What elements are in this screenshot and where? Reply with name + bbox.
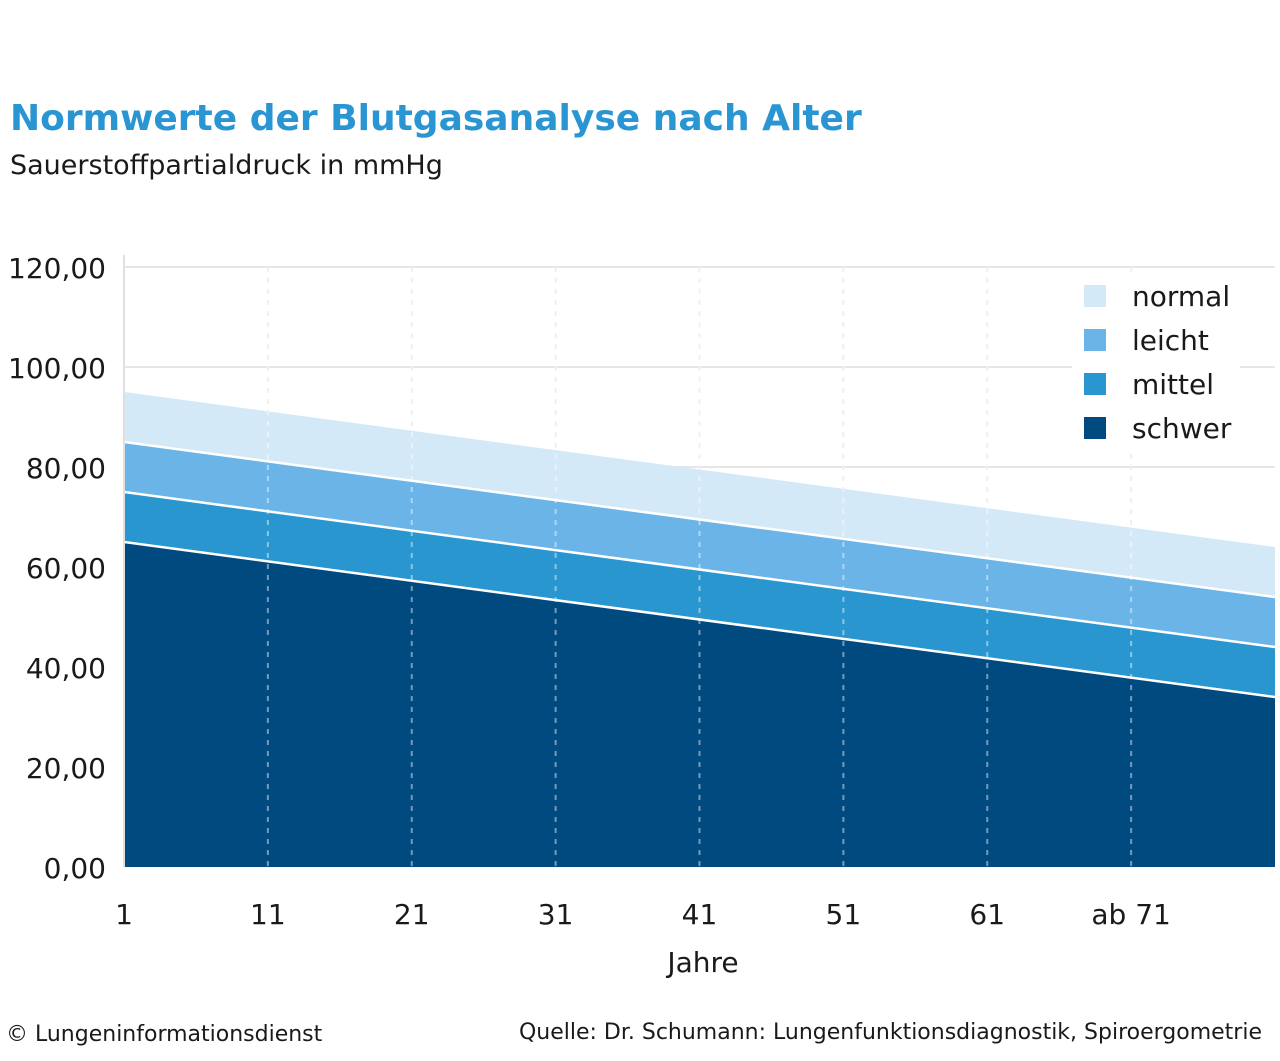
legend-label-leicht: leicht [1132, 324, 1209, 357]
y-tick-label: 20,00 [26, 752, 106, 785]
legend-swatch-normal [1084, 285, 1106, 307]
legend-label-schwer: schwer [1132, 412, 1232, 445]
x-tick-label: 21 [394, 898, 430, 931]
legend-swatch-schwer [1084, 417, 1106, 439]
y-tick-label: 40,00 [26, 652, 106, 685]
x-tick-label: 1 [115, 898, 133, 931]
y-tick-label: 120,00 [8, 252, 106, 285]
y-tick-label: 60,00 [26, 552, 106, 585]
y-tick-label: 0,00 [44, 852, 106, 885]
x-tick-label: 11 [250, 898, 286, 931]
y-tick-label: 80,00 [26, 452, 106, 485]
legend-swatch-leicht [1084, 329, 1106, 351]
chart-title: Normwerte der Blutgasanalyse nach Alter [10, 98, 862, 139]
x-tick-label: ab 71 [1091, 898, 1170, 931]
x-tick-label: 51 [826, 898, 862, 931]
x-axis-label: Jahre [665, 946, 738, 979]
x-tick-label: 31 [538, 898, 574, 931]
boundary-line-schwer [123, 540, 1276, 699]
source-note: Quelle: Dr. Schumann: Lungenfunktionsdia… [518, 1020, 1262, 1045]
chart-subtitle: Sauerstoffpartialdruck in mmHg [10, 150, 443, 181]
legend-swatch-mittel [1084, 373, 1106, 395]
copyright-note: © Lungeninformationsdienst [6, 1022, 323, 1047]
x-tick-label: 61 [969, 898, 1005, 931]
x-tick-label: 41 [682, 898, 718, 931]
boundary-line-mittel [123, 490, 1276, 649]
y-tick-label: 100,00 [8, 352, 106, 385]
area-schwer [124, 542, 1275, 867]
legend-label-normal: normal [1132, 280, 1230, 313]
boundary-line-leicht [123, 440, 1276, 599]
legend-label-mittel: mittel [1132, 368, 1214, 401]
